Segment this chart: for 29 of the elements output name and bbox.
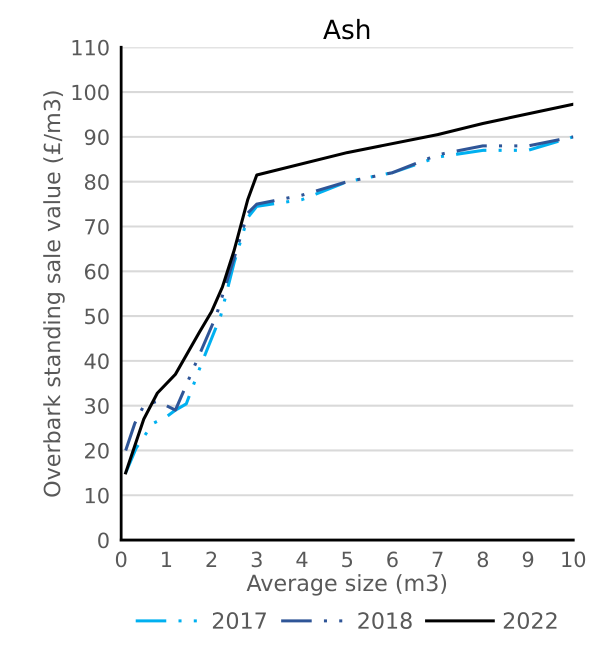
x-tick-label: 10 [562,552,586,568]
x-tick-label: 9 [522,552,534,568]
x-tick-label: 1 [162,552,172,567]
legend-label: 2022 [504,612,556,629]
x-tick-label: 7 [432,552,442,567]
y-tick-label: 100 [72,84,109,100]
x-axis-title: Average size (m3) [246,574,446,596]
x-tick-label: 6 [387,552,398,568]
y-tick-label: 40 [84,353,109,370]
y-tick-label: 60 [84,264,109,280]
y-tick-label: 10 [86,488,109,504]
x-tick-label: 8 [478,552,488,568]
y-tick-label: 30 [85,398,109,414]
y-tick-label: 50 [85,308,109,324]
x-tick-label: 4 [296,552,308,567]
x-tick-label: 0 [116,552,126,568]
chart-title: Ash [323,18,370,40]
x-tick-label: 3 [252,552,262,568]
legend-label: 2017 [212,612,266,629]
y-tick-label: 20 [85,442,109,459]
x-tick-label: 5 [342,552,352,568]
y-tick-label: 80 [84,174,109,190]
y-tick-label: 90 [84,129,109,146]
y-tick-label: 110 [72,40,109,56]
y-tick-label: 70 [85,218,109,235]
y-tick-label: 0 [98,532,109,548]
x-tick-label: 2 [206,552,216,567]
legend-label: 2018 [358,612,412,629]
y-axis-title: Overbark standing sale value (£/m3) [43,91,65,497]
